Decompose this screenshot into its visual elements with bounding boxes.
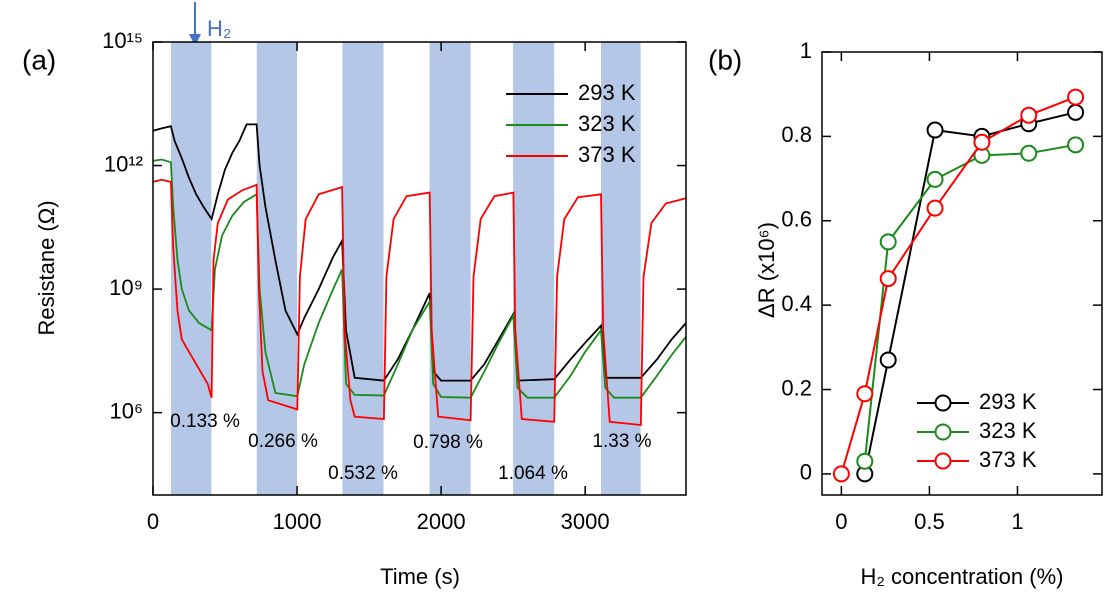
- series-line: [863, 143, 1076, 462]
- legend-label: 293 K: [979, 389, 1037, 414]
- y-tick-label: 10¹²: [104, 151, 143, 176]
- legend-marker: [934, 452, 952, 470]
- concentration-label: 0.532 %: [328, 463, 398, 484]
- x-tick-label: 3000: [561, 509, 610, 534]
- exposure-band: [601, 42, 641, 495]
- legend-label: 323 K: [979, 418, 1037, 443]
- series-line: [152, 178, 687, 426]
- h2-arrow-head: [189, 34, 201, 46]
- series-line: [152, 123, 687, 382]
- y-axis-label: Resistane (Ω): [34, 200, 59, 335]
- legend-marker: [934, 423, 952, 441]
- marker: [1067, 88, 1085, 106]
- y-tick-label: 0.6: [781, 207, 812, 232]
- h2-label: H₂: [207, 16, 231, 41]
- concentration-label: 0.133 %: [170, 411, 240, 432]
- y-tick-label: 10⁶: [109, 398, 143, 423]
- marker: [973, 133, 991, 151]
- y-tick-label: 0.8: [781, 122, 812, 147]
- marker: [1020, 106, 1038, 124]
- marker: [926, 121, 944, 139]
- legend-label: 373 K: [578, 142, 636, 167]
- x-tick-label: 1000: [273, 509, 322, 534]
- marker: [1067, 103, 1085, 121]
- x-axis-label: Time (s): [380, 564, 460, 589]
- marker: [856, 452, 874, 470]
- concentration-label: 1.33 %: [592, 431, 651, 452]
- marker: [926, 199, 944, 217]
- marker: [1020, 144, 1038, 162]
- exposure-band: [429, 42, 471, 495]
- marker: [856, 385, 874, 403]
- panel-label: (a): [22, 44, 56, 75]
- marker: [1067, 136, 1085, 154]
- legend-marker: [934, 394, 952, 412]
- y-tick-label: 1: [800, 38, 812, 63]
- concentration-label: 0.798 %: [413, 432, 483, 453]
- exposure-band: [342, 42, 384, 495]
- plot-frame: [821, 51, 1103, 496]
- panel-label: (b): [708, 44, 742, 75]
- marker: [879, 351, 897, 369]
- x-tick-label: 0: [147, 509, 159, 534]
- x-tick-label: 0: [835, 509, 847, 534]
- marker: [879, 233, 897, 251]
- x-axis-label: H₂ concentration (%): [861, 564, 1064, 589]
- series-line: [863, 111, 1076, 475]
- legend-label: 323 K: [578, 111, 636, 136]
- legend-label: 373 K: [979, 447, 1037, 472]
- concentration-label: 1.064 %: [498, 463, 568, 484]
- exposure-band: [513, 42, 555, 495]
- y-axis-label: ΔR (x10⁶): [754, 222, 779, 318]
- legend-label: 293 K: [578, 80, 636, 105]
- y-tick-label: 0.2: [781, 375, 812, 400]
- y-tick-label: 10⁹: [109, 275, 143, 300]
- exposure-band: [171, 42, 212, 495]
- y-tick-label: 0.4: [781, 291, 812, 316]
- x-tick-label: 0.5: [914, 509, 945, 534]
- marker: [832, 465, 850, 483]
- y-tick-label: 0: [800, 460, 812, 485]
- marker: [879, 270, 897, 288]
- concentration-label: 0.266 %: [248, 431, 318, 452]
- x-tick-label: 1: [1011, 509, 1023, 534]
- marker: [926, 170, 944, 188]
- plot-frame: [152, 41, 687, 496]
- x-tick-label: 2000: [417, 509, 466, 534]
- y-tick-label: 10¹⁵: [102, 28, 143, 53]
